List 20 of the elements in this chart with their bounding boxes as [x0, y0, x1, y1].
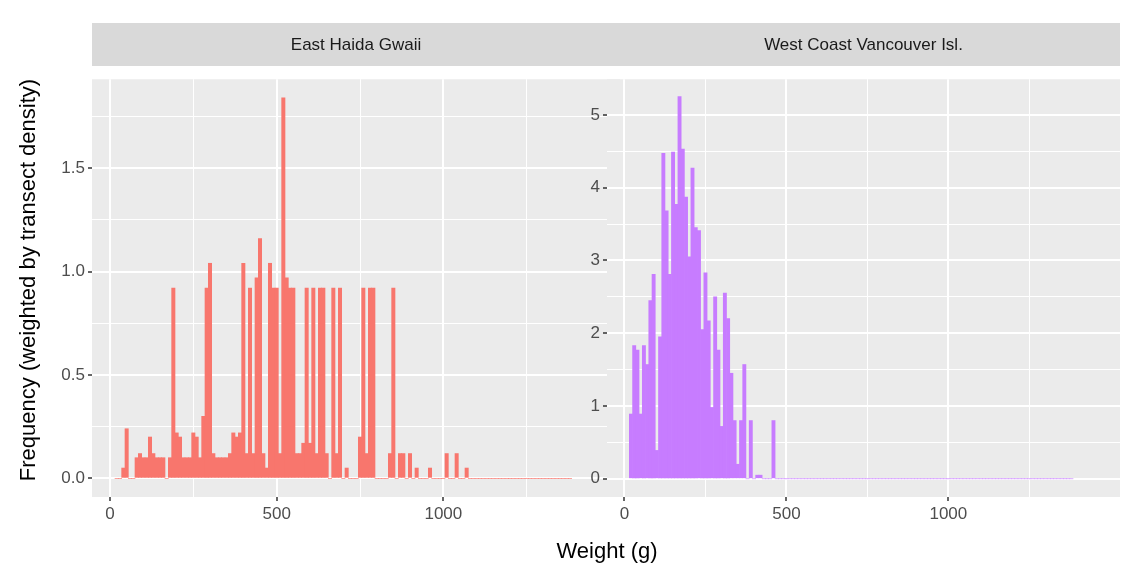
- y-tick-label: 1.0: [61, 261, 85, 281]
- y-tick-label: 0.0: [61, 468, 85, 488]
- y-tick-label: 2: [590, 322, 600, 342]
- x-tick-label: 0: [619, 503, 630, 523]
- y-tick-label: 3: [590, 250, 600, 270]
- y-tick-label: 5: [590, 104, 600, 124]
- y-tick-label: 1: [590, 395, 600, 415]
- x-tick-label: 1000: [424, 503, 463, 523]
- x-tick-label: 500: [262, 503, 291, 523]
- x-tick-label: 500: [772, 503, 801, 523]
- y-tick-label: 1.5: [61, 157, 85, 177]
- x-axis-title: Weight (g): [556, 538, 658, 564]
- x-tick-label: 0: [105, 503, 115, 523]
- y-tick-label: 0.5: [61, 364, 85, 384]
- chart-title: West Coast Vancouver Isl.: [607, 23, 1120, 66]
- y-axis-title: Frequency (weighted by transect density): [15, 78, 41, 482]
- chart-title: East Haida Gwaii: [92, 23, 620, 66]
- y-tick-label: 0: [590, 468, 600, 488]
- x-tick-label: 1000: [929, 503, 968, 523]
- y-tick-label: 4: [590, 177, 600, 197]
